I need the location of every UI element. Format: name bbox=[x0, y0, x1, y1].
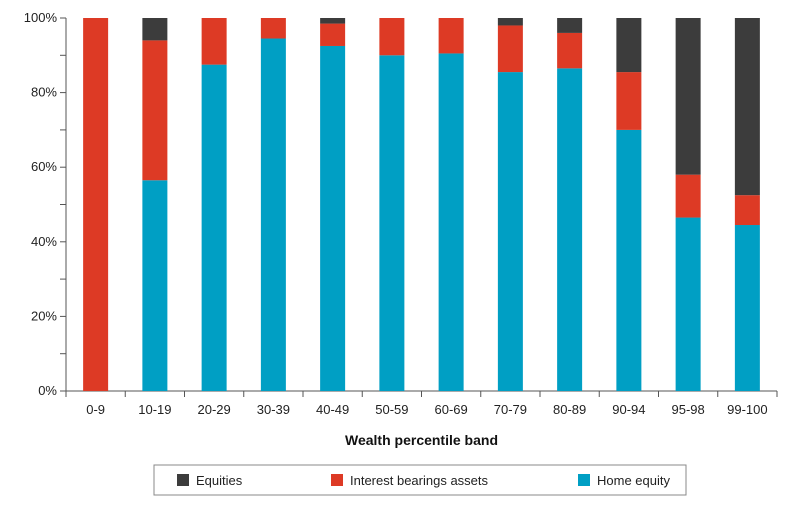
y-tick-label: 0% bbox=[38, 383, 57, 398]
bar-home-equity-20-29 bbox=[201, 64, 227, 391]
legend-swatch-equities bbox=[177, 474, 189, 486]
bar-equities-80-89 bbox=[557, 18, 583, 33]
bar-home-equity-40-49 bbox=[320, 45, 346, 391]
legend-label-interest-bearings-assets: Interest bearings assets bbox=[350, 473, 489, 488]
bar-home-equity-10-19 bbox=[142, 180, 168, 391]
bar-interest-bearings-assets-20-29 bbox=[201, 18, 227, 65]
bar-interest-bearings-assets-60-69 bbox=[438, 18, 464, 54]
bar-equities-99-100 bbox=[734, 18, 760, 196]
bar-home-equity-30-39 bbox=[260, 38, 286, 391]
bar-interest-bearings-assets-50-59 bbox=[379, 18, 405, 56]
bar-interest-bearings-assets-0-9 bbox=[83, 18, 109, 391]
legend-box bbox=[153, 464, 687, 496]
bar-interest-bearings-assets-99-100 bbox=[734, 195, 760, 226]
x-tick-label: 60-69 bbox=[435, 402, 468, 417]
y-tick-label: 80% bbox=[31, 85, 57, 100]
bar-equities-70-79 bbox=[497, 18, 523, 26]
y-tick-label: 100% bbox=[24, 10, 58, 25]
x-tick-label: 95-98 bbox=[672, 402, 705, 417]
x-tick-label: 80-89 bbox=[553, 402, 586, 417]
y-tick-label: 40% bbox=[31, 234, 57, 249]
legend-label-home-equity: Home equity bbox=[597, 473, 670, 488]
bar-interest-bearings-assets-30-39 bbox=[260, 18, 286, 39]
bar-home-equity-90-94 bbox=[616, 129, 642, 391]
bar-interest-bearings-assets-40-49 bbox=[320, 23, 346, 46]
bar-interest-bearings-assets-80-89 bbox=[557, 32, 583, 69]
bar-interest-bearings-assets-95-98 bbox=[675, 174, 701, 218]
x-tick-label: 20-29 bbox=[198, 402, 231, 417]
legend-label-equities: Equities bbox=[196, 473, 243, 488]
legend-swatch-home-equity bbox=[578, 474, 590, 486]
bar-interest-bearings-assets-90-94 bbox=[616, 72, 642, 130]
bar-home-equity-95-98 bbox=[675, 217, 701, 391]
bar-home-equity-60-69 bbox=[438, 53, 464, 392]
x-tick-label: 40-49 bbox=[316, 402, 349, 417]
bar-equities-95-98 bbox=[675, 18, 701, 175]
y-tick-label: 20% bbox=[31, 308, 57, 323]
x-tick-label: 30-39 bbox=[257, 402, 290, 417]
bar-interest-bearings-assets-10-19 bbox=[142, 40, 168, 181]
x-axis-title: Wealth percentile band bbox=[345, 432, 498, 448]
bar-home-equity-80-89 bbox=[557, 68, 583, 391]
legend-swatch-interest-bearings-assets bbox=[331, 474, 343, 486]
x-tick-label: 99-100 bbox=[727, 402, 767, 417]
bar-equities-10-19 bbox=[142, 18, 168, 41]
bar-home-equity-99-100 bbox=[734, 225, 760, 391]
y-tick-label: 60% bbox=[31, 159, 57, 174]
bar-home-equity-70-79 bbox=[497, 72, 523, 392]
bar-interest-bearings-assets-70-79 bbox=[497, 25, 523, 73]
x-tick-label: 90-94 bbox=[612, 402, 645, 417]
bar-home-equity-50-59 bbox=[379, 55, 405, 392]
x-tick-label: 10-19 bbox=[138, 402, 171, 417]
x-tick-label: 70-79 bbox=[494, 402, 527, 417]
x-tick-label: 0-9 bbox=[86, 402, 105, 417]
bar-equities-90-94 bbox=[616, 18, 642, 73]
bar-equities-40-49 bbox=[320, 18, 346, 24]
x-tick-label: 50-59 bbox=[375, 402, 408, 417]
